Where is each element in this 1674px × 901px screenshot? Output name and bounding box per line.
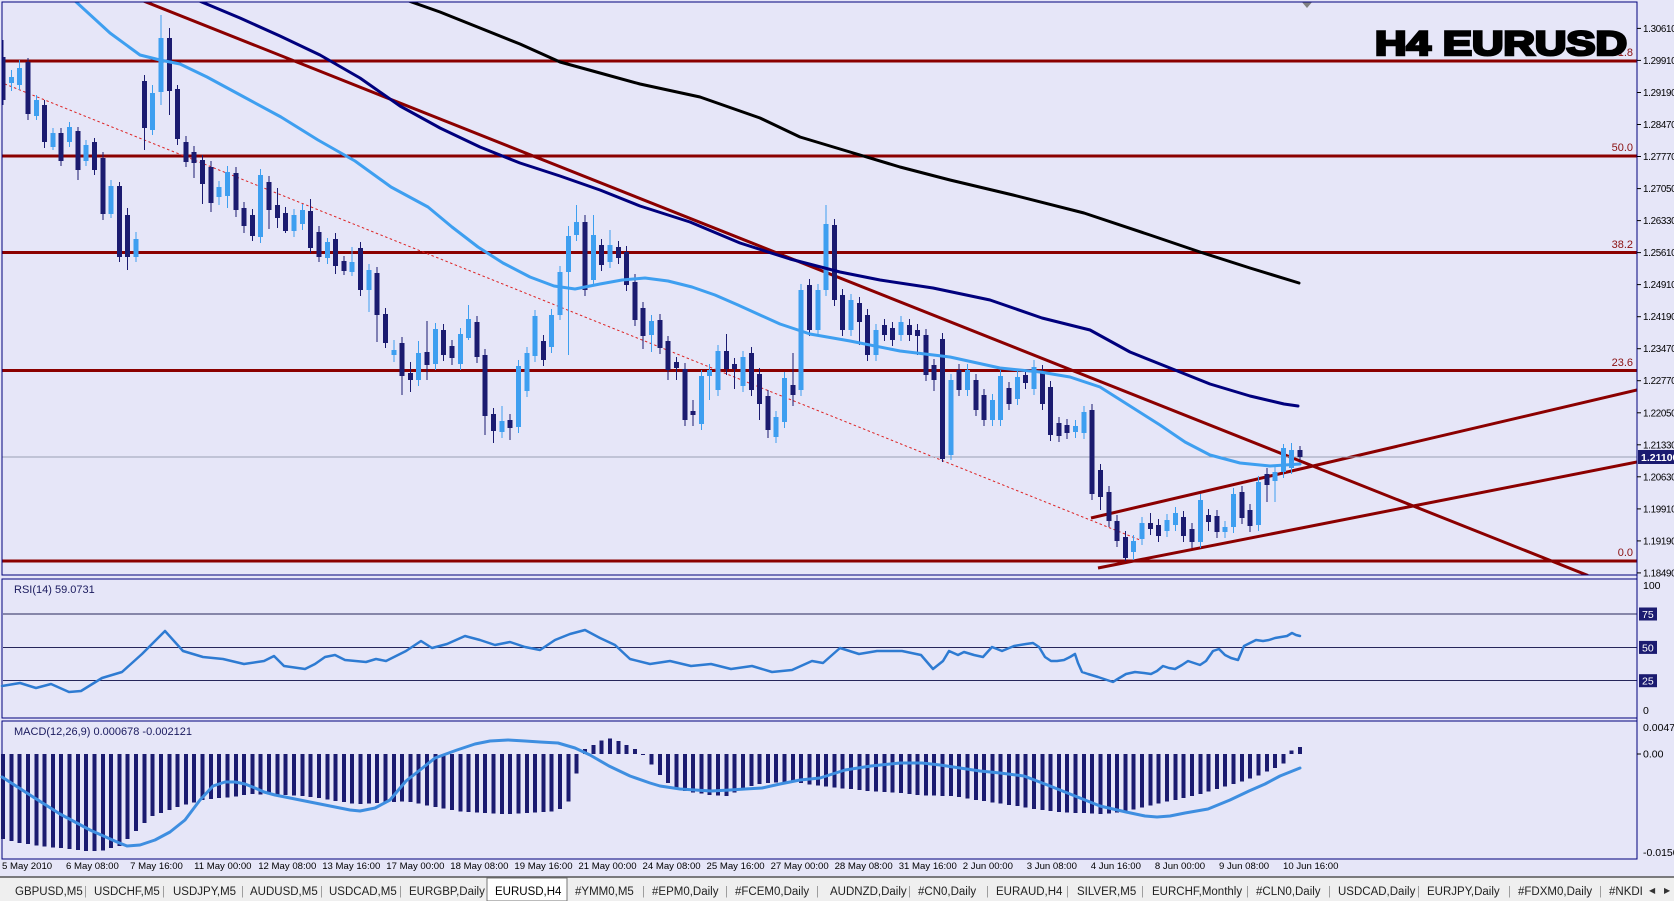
svg-text:#YMM0,M5: #YMM0,M5 [575,886,634,898]
svg-text:0.00: 0.00 [1643,749,1664,761]
svg-text:61.8: 61.8 [1612,47,1633,59]
svg-text:USDCHF,M5: USDCHF,M5 [94,886,160,898]
svg-text:11 May 00:00: 11 May 00:00 [194,861,251,872]
svg-text:50.0: 50.0 [1612,142,1633,154]
svg-text:19 May 16:00: 19 May 16:00 [514,861,572,872]
svg-text:0.0: 0.0 [1618,547,1633,559]
svg-text:1.21330: 1.21330 [1643,440,1674,451]
svg-text:|: | [986,886,989,898]
svg-text:100: 100 [1643,580,1661,592]
svg-text:EURJPY,Daily: EURJPY,Daily [1427,886,1500,898]
svg-text:24 May 08:00: 24 May 08:00 [643,861,701,872]
svg-text:#NKDI: #NKDI [1609,886,1643,898]
svg-text:23.6: 23.6 [1612,357,1633,369]
svg-text:38.2: 38.2 [1612,239,1633,251]
svg-text:50: 50 [1642,642,1654,654]
svg-text:EURGBP,Daily: EURGBP,Daily [409,886,485,898]
svg-text:|: | [1246,886,1249,898]
svg-text:1.23470: 1.23470 [1643,344,1674,355]
svg-text:17 May 00:00: 17 May 00:00 [386,861,444,872]
svg-text:0: 0 [1643,705,1649,717]
svg-text:|: | [241,886,244,898]
svg-text:6 May 08:00: 6 May 08:00 [66,861,119,872]
svg-text:|: | [162,886,165,898]
svg-text:|: | [1066,886,1069,898]
svg-text:4 Jun 16:00: 4 Jun 16:00 [1091,861,1141,872]
svg-text:1.24910: 1.24910 [1643,280,1674,291]
svg-text:21 May 00:00: 21 May 00:00 [578,861,636,872]
svg-text:#CLN0,Daily: #CLN0,Daily [1256,886,1321,898]
svg-text:27 May 00:00: 27 May 00:00 [771,861,829,872]
svg-text:#CN0,Daily: #CN0,Daily [918,886,976,898]
svg-text:|: | [816,886,819,898]
svg-text:RSI(14) 59.0731: RSI(14) 59.0731 [14,584,95,596]
svg-text:#EPM0,Daily: #EPM0,Daily [652,886,719,898]
svg-text:1.29910: 1.29910 [1643,56,1674,67]
svg-text:12 May 08:00: 12 May 08:00 [258,861,316,872]
svg-text:1.24190: 1.24190 [1643,312,1674,323]
svg-text:-0.015025: -0.015025 [1643,847,1674,859]
svg-text:AUDNZD,Daily: AUDNZD,Daily [830,886,907,898]
svg-text:MACD(12,26,9) 0.000678 -0.0021: MACD(12,26,9) 0.000678 -0.002121 [14,726,192,738]
svg-text:18 May 08:00: 18 May 08:00 [450,861,508,872]
svg-text:|: | [908,886,911,898]
svg-text:1.26330: 1.26330 [1643,216,1674,227]
svg-text:EURUSD,H4: EURUSD,H4 [495,886,562,898]
svg-text:8 Jun 00:00: 8 Jun 00:00 [1155,861,1205,872]
svg-text:7 May 16:00: 7 May 16:00 [130,861,183,872]
svg-text:1.25610: 1.25610 [1643,248,1674,259]
svg-text:AUDUSD,M5: AUDUSD,M5 [250,886,318,898]
svg-text:#FCEM0,Daily: #FCEM0,Daily [735,886,809,898]
svg-text:|: | [320,886,323,898]
svg-text:EURCHF,Monthly: EURCHF,Monthly [1152,886,1242,898]
svg-text:1.20630: 1.20630 [1643,472,1674,483]
svg-text:1.22770: 1.22770 [1643,376,1674,387]
svg-text:GBPUSD,M5: GBPUSD,M5 [15,886,83,898]
svg-text:|: | [1328,886,1331,898]
svg-text:13 May 16:00: 13 May 16:00 [322,861,380,872]
svg-text:1.22050: 1.22050 [1643,408,1674,419]
svg-text:#FDXM0,Daily: #FDXM0,Daily [1518,886,1592,898]
svg-text:|: | [725,886,728,898]
svg-text:1.27050: 1.27050 [1643,184,1674,195]
svg-text:25 May 16:00: 25 May 16:00 [707,861,765,872]
svg-text:|: | [84,886,87,898]
svg-text:31 May 16:00: 31 May 16:00 [899,861,957,872]
svg-text:1.21100: 1.21100 [1641,452,1674,464]
svg-text:|: | [1599,886,1602,898]
svg-text:28 May 08:00: 28 May 08:00 [835,861,893,872]
svg-text:10 Jun 16:00: 10 Jun 16:00 [1283,861,1338,872]
svg-text:75: 75 [1642,609,1654,621]
svg-text:|: | [1417,886,1420,898]
svg-text:3 Jun 08:00: 3 Jun 08:00 [1027,861,1077,872]
svg-text:9 Jun 08:00: 9 Jun 08:00 [1219,861,1269,872]
svg-text:▶: ▶ [1664,886,1671,895]
svg-text:|: | [1508,886,1511,898]
svg-text:|: | [1141,886,1144,898]
svg-text:0.004770: 0.004770 [1643,722,1674,734]
svg-text:SILVER,M5: SILVER,M5 [1077,886,1136,898]
svg-text:1.19910: 1.19910 [1643,504,1674,515]
svg-text:1.30610: 1.30610 [1643,24,1674,35]
svg-text:1.19190: 1.19190 [1643,536,1674,547]
svg-text:H4 EURUSD: H4 EURUSD [1375,25,1627,63]
svg-text:USDJPY,M5: USDJPY,M5 [173,886,236,898]
svg-text:2 Jun 00:00: 2 Jun 00:00 [963,861,1013,872]
svg-text:1.29190: 1.29190 [1643,88,1674,99]
svg-text:|: | [399,886,402,898]
svg-text:5 May 2010: 5 May 2010 [2,861,52,872]
svg-text:USDCAD,M5: USDCAD,M5 [329,886,397,898]
svg-text:1.28470: 1.28470 [1643,120,1674,131]
svg-text:25: 25 [1642,676,1654,688]
svg-text:|: | [642,886,645,898]
svg-text:EURAUD,H4: EURAUD,H4 [996,886,1063,898]
svg-text:1.18490: 1.18490 [1643,568,1674,579]
svg-text:1.27770: 1.27770 [1643,152,1674,163]
svg-text:USDCAD,Daily: USDCAD,Daily [1338,886,1416,898]
svg-text:◀: ◀ [1649,886,1656,895]
